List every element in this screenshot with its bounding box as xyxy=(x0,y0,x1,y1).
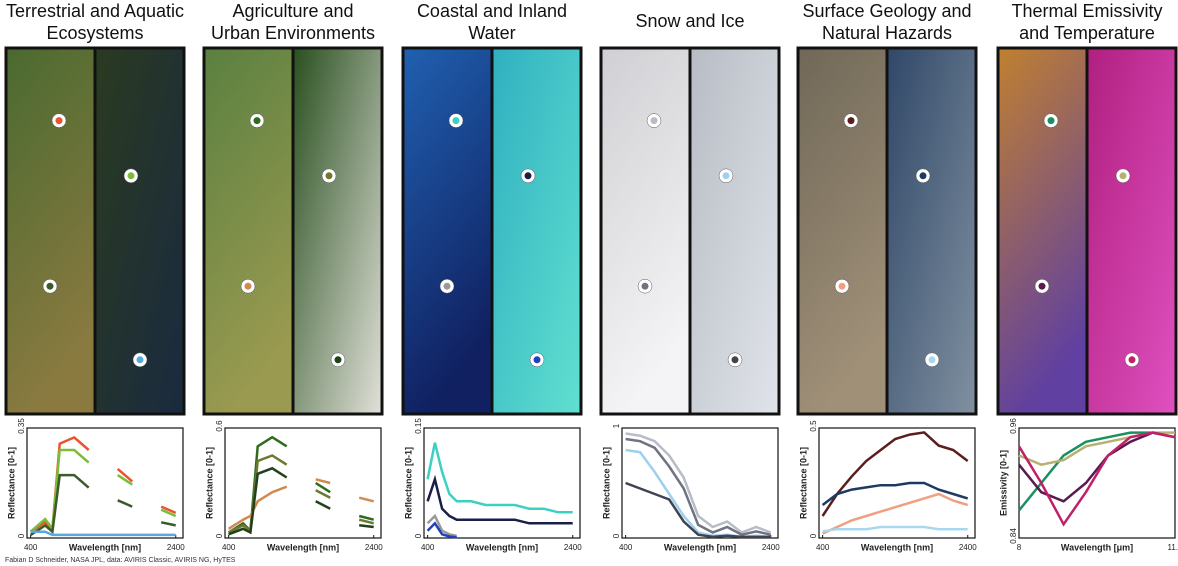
credit: Fabian D Schneider, NASA JPL, data: AVIR… xyxy=(5,557,236,564)
image-half xyxy=(799,49,886,413)
x-tick-label: 400 xyxy=(222,543,236,552)
x-tick-label: 400 xyxy=(24,543,38,552)
sample-marker-dot xyxy=(444,283,451,290)
sample-marker-dot xyxy=(137,356,144,363)
panel-title: Agriculture and xyxy=(232,1,353,21)
panel-title: Surface Geology and xyxy=(802,1,971,21)
sample-marker-dot xyxy=(326,172,333,179)
x-tick-label: 2400 xyxy=(365,543,383,552)
sample-marker-dot xyxy=(254,117,261,124)
sample-marker-dot xyxy=(128,172,135,179)
sample-marker-dot xyxy=(534,356,541,363)
y-tick-label: 0.84 xyxy=(1009,528,1018,544)
x-axis-label: Wavelength [nm] xyxy=(267,542,339,552)
y-tick-label: 0 xyxy=(414,533,423,538)
panel-title: Coastal and Inland xyxy=(417,1,567,21)
sample-marker-dot xyxy=(47,283,54,290)
panel-title: and Temperature xyxy=(1019,23,1155,43)
x-tick-label: 400 xyxy=(421,543,435,552)
panel-title: Terrestrial and Aquatic xyxy=(6,1,184,21)
y-axis-label: Reflectance [0-1] xyxy=(6,447,16,519)
sample-marker-dot xyxy=(723,172,730,179)
sample-marker-dot xyxy=(651,117,658,124)
sample-marker-dot xyxy=(732,356,739,363)
panel-title: Snow and Ice xyxy=(635,11,744,31)
sample-marker-dot xyxy=(1120,172,1127,179)
sample-marker-dot xyxy=(1048,117,1055,124)
x-axis-label: Wavelength [nm] xyxy=(69,542,141,552)
y-tick-label: 0 xyxy=(215,533,224,538)
sample-marker-dot xyxy=(1039,283,1046,290)
y-tick-label: 0 xyxy=(17,533,26,538)
image-half xyxy=(999,49,1086,413)
y-axis-label: Reflectance [0-1] xyxy=(601,447,611,519)
panel-title: Thermal Emissivity xyxy=(1011,1,1162,21)
plot-frame xyxy=(424,428,580,538)
x-tick-label: 2400 xyxy=(959,543,977,552)
x-tick-label: 2400 xyxy=(167,543,185,552)
y-tick-label: 0.96 xyxy=(1009,418,1018,434)
x-axis-label: Wavelength [nm] xyxy=(466,542,538,552)
y-axis-label: Reflectance [0-1] xyxy=(204,447,214,519)
plot-frame xyxy=(225,428,381,538)
x-tick-label: 400 xyxy=(619,543,633,552)
y-axis-label: Reflectance [0-1] xyxy=(798,447,808,519)
sample-marker-dot xyxy=(929,356,936,363)
y-tick-label: 0 xyxy=(612,533,621,538)
x-tick-label: 2400 xyxy=(564,543,582,552)
x-axis-label: Wavelength [μm] xyxy=(1061,542,1133,552)
y-tick-label: 0.35 xyxy=(17,418,26,434)
x-axis-label: Wavelength [nm] xyxy=(861,542,933,552)
image-half xyxy=(7,49,94,413)
y-tick-label: 0.6 xyxy=(215,420,224,432)
x-tick-label: 8 xyxy=(1017,543,1022,552)
sample-marker-dot xyxy=(1129,356,1136,363)
sample-marker-dot xyxy=(920,172,927,179)
image-half xyxy=(602,49,689,413)
panel-title: Urban Environments xyxy=(211,23,375,43)
panel-title: Natural Hazards xyxy=(822,23,952,43)
sample-marker-dot xyxy=(453,117,460,124)
y-axis-label: Emissivity [0-1] xyxy=(998,450,1008,516)
plot-frame xyxy=(27,428,183,538)
image-half xyxy=(404,49,491,413)
sample-marker-dot xyxy=(56,117,63,124)
y-axis-label: Reflectance [0-1] xyxy=(403,447,413,519)
y-tick-label: 1 xyxy=(612,423,621,428)
x-tick-label: 2400 xyxy=(762,543,780,552)
y-tick-label: 0 xyxy=(809,533,818,538)
sample-marker-dot xyxy=(335,356,342,363)
sample-marker-dot xyxy=(642,283,649,290)
x-axis-label: Wavelength [nm] xyxy=(664,542,736,552)
panel-title: Ecosystems xyxy=(46,23,143,43)
sample-marker-dot xyxy=(525,172,532,179)
sample-marker-dot xyxy=(245,283,252,290)
x-tick-label: 400 xyxy=(816,543,830,552)
sample-marker-dot xyxy=(848,117,855,124)
y-tick-label: 0.5 xyxy=(809,420,818,432)
image-half xyxy=(205,49,292,413)
figure: Fabian D Schneider, NASA JPL, data: AVIR… xyxy=(0,0,1178,566)
plot-frame xyxy=(819,428,975,538)
y-tick-label: 0.15 xyxy=(414,418,423,434)
sample-marker-dot xyxy=(839,283,846,290)
x-tick-label: 11.5 xyxy=(1168,543,1178,552)
panel-title: Water xyxy=(468,23,515,43)
